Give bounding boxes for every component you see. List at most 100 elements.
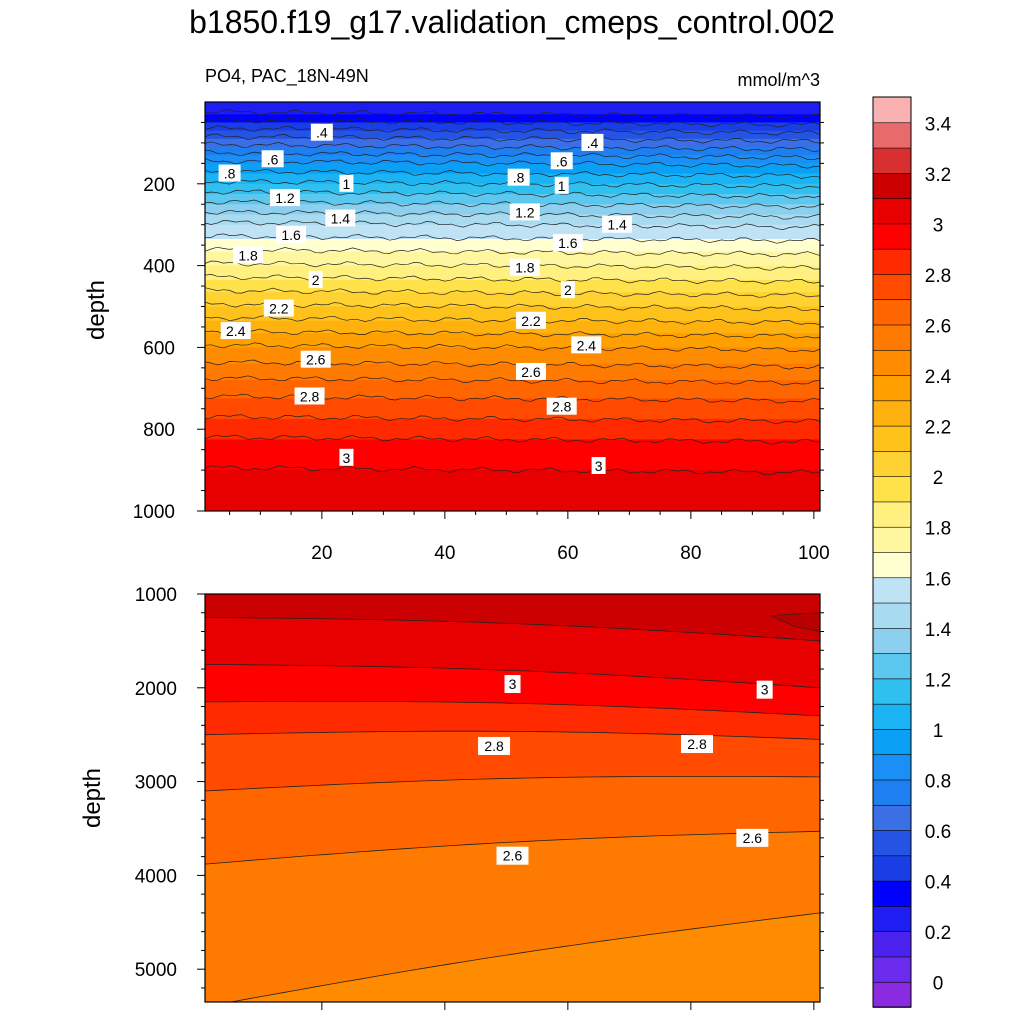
field-cell [205,378,820,381]
field-cell [205,144,820,148]
colorbar-swatch [872,956,912,983]
colorbar-swatch [872,981,912,1008]
field-cell [205,108,820,111]
contour-label: 3 [339,448,354,466]
field-cell [205,416,820,420]
field-cell [205,163,820,166]
field-cell [205,159,820,162]
field-cell [205,392,820,396]
colorbar-swatch [872,930,912,958]
field-cell [205,249,820,252]
field-cell [205,247,820,250]
label-text: 3 [509,676,517,692]
contour-line [205,158,820,169]
label-box [509,203,540,221]
field-cell [205,478,820,481]
label-text: 1 [558,178,566,194]
contour-label: 2 [308,270,323,288]
label-box [308,270,323,288]
colorbar-label: 1.8 [925,519,951,540]
chart-title: b1850.f19_g17.validation_cmeps_control.0… [189,4,835,40]
label-box [325,209,356,227]
label-box [261,150,284,168]
field-cell [205,457,820,461]
contour-label: 1 [554,176,569,194]
field-cell [205,275,820,279]
field-cell [205,114,820,117]
field-cell [205,308,820,312]
label-box [560,281,575,299]
colorbar-frame [872,96,912,1008]
field-cell [205,508,820,511]
field-cell [205,353,820,357]
field-cell [205,281,820,285]
field-cell [205,326,820,330]
contour-label: 1.8 [509,258,540,276]
field-cell [205,151,820,154]
contour-label: .4 [581,133,604,151]
y-tick-label: 400 [143,257,175,278]
contour-label: .6 [550,152,573,170]
contour-label: 2.6 [300,350,331,368]
colorbar-swatch [872,121,912,149]
field-cell [205,130,820,134]
contour-label: 2.6 [736,828,769,847]
field-cell [205,459,820,463]
label-text: 3 [761,682,769,698]
colorbar-swatch [872,248,912,275]
colorbar-swatch [872,298,912,326]
label-box [581,133,604,151]
field-cell [205,294,820,297]
colorbar-swatch [872,526,912,553]
label-text: 2.6 [306,352,326,368]
field-cell [205,132,820,136]
label-text: 1 [343,176,351,192]
field-cell [205,304,820,308]
contour-line [205,315,820,326]
label-text: 2.6 [521,364,541,380]
field-cell [205,341,820,344]
field-cell [205,126,820,130]
contour-label: 1.4 [325,209,356,227]
field-cell [205,312,820,316]
field-cell [205,435,820,438]
colorbar-swatch [872,905,912,932]
contour-label: 1.2 [269,189,300,207]
label-box [550,152,573,170]
contour-line [205,465,820,475]
y-tick-label: 2000 [135,679,177,700]
field-cell [205,349,820,353]
field-band [230,912,820,1002]
field-cell [205,243,820,246]
y-tick-label: 200 [143,175,175,196]
field-cell [205,191,820,195]
field-cell [205,253,820,256]
field-cell [205,466,820,469]
colorbar-swatch [872,678,912,705]
colorbar-swatch [872,475,912,503]
colorbar-swatch [872,779,912,806]
colorbar-swatch [872,855,912,882]
label-text: 1.2 [275,190,295,206]
colorbar-swatch [872,501,912,528]
contour-line [205,246,820,257]
field-cell [205,124,820,128]
contour-label: 1.6 [276,225,307,243]
field-cell [205,161,820,164]
field-cell [205,200,820,203]
field-cell [205,149,820,152]
label-box [220,322,251,340]
field-cell [205,324,820,328]
contour-line [205,133,820,144]
label-box [504,675,521,694]
field-cell [205,421,820,424]
y-tick-label: 1000 [133,502,175,523]
field-cell [205,120,820,124]
contour-line [205,434,820,445]
label-box [507,168,530,186]
label-text: 1.8 [238,247,258,263]
label-text: .8 [513,170,525,186]
field-cell [205,165,820,169]
upper-field: .4 .4 .6 .6 .8 .8 1 1 1.2 1.2 1.4 1.4 1.6 1.6 1.8 1.8 2 2… [205,102,820,511]
